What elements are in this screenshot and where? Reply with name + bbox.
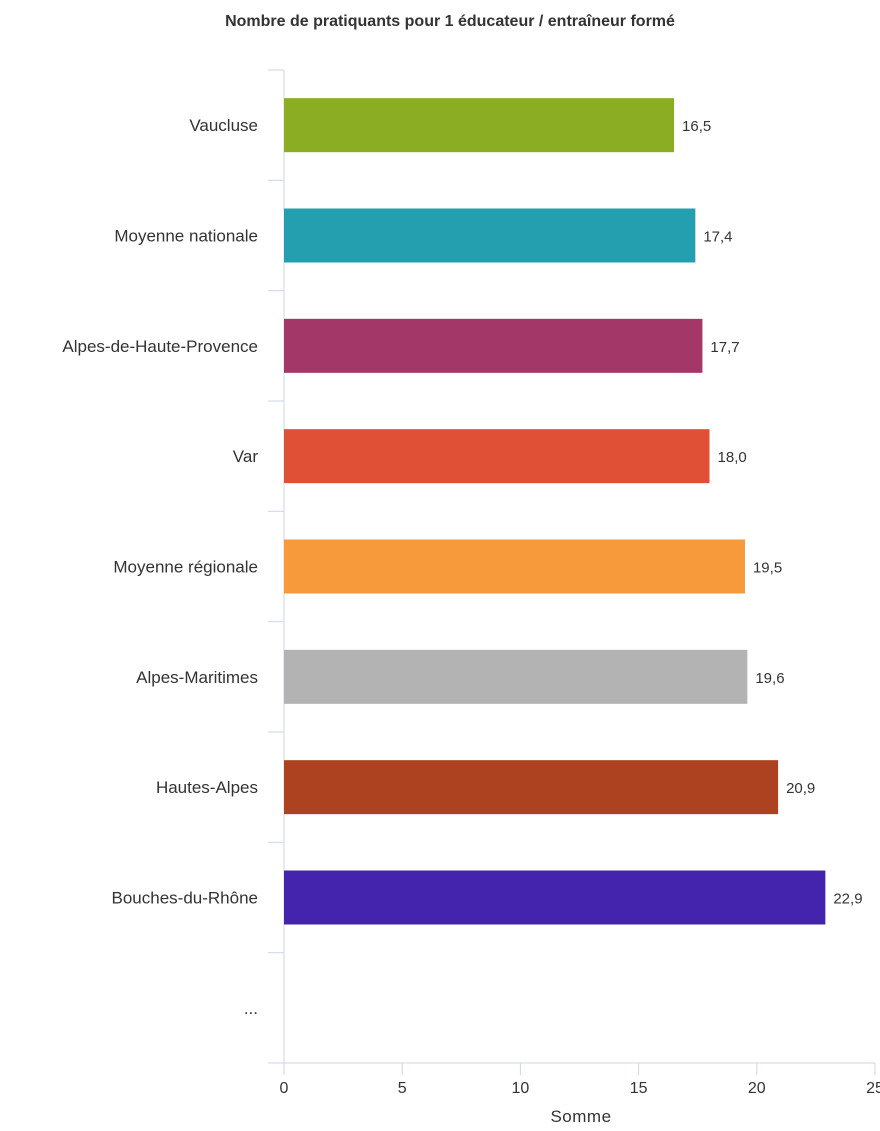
- bar[interactable]: [284, 539, 745, 594]
- bar[interactable]: [284, 870, 826, 925]
- x-axis-title: Somme: [550, 1107, 611, 1126]
- bar[interactable]: [284, 649, 748, 704]
- x-axis: 0 5 10 15 20 25: [268, 1062, 880, 1097]
- x-tick-label: 25: [866, 1080, 880, 1097]
- category-label: Bouches-du-Rhône: [112, 889, 258, 908]
- x-tick-label: 5: [398, 1080, 407, 1097]
- bar-value-label: 17,4: [703, 229, 732, 246]
- chart-title: Nombre de pratiquants pour 1 éducateur /…: [225, 13, 675, 30]
- x-tick-label: 10: [512, 1080, 530, 1097]
- bar-value-label: 16,5: [682, 118, 711, 135]
- bar[interactable]: [284, 429, 710, 484]
- category-label: Moyenne nationale: [114, 227, 258, 246]
- bar[interactable]: [284, 760, 779, 815]
- y-axis: Vaucluse Moyenne nationale Alpes-de-Haute-…: [62, 69, 285, 1064]
- category-label: Var: [233, 447, 259, 466]
- x-tick-label: 0: [280, 1080, 289, 1097]
- category-label: Hautes-Alpes: [156, 778, 258, 797]
- category-label: Alpes-de-Haute-Provence: [62, 337, 258, 356]
- category-label: Vaucluse: [189, 116, 258, 135]
- bar[interactable]: [284, 208, 696, 263]
- category-label: Moyenne régionale: [113, 558, 258, 577]
- category-label: Alpes-Maritimes: [136, 668, 258, 687]
- bar-value-label: 22,9: [833, 891, 862, 908]
- bar-value-label: 17,7: [710, 339, 739, 356]
- bar-value-label: 19,5: [753, 560, 782, 577]
- bar-value-label: 20,9: [786, 780, 815, 797]
- bar[interactable]: [284, 318, 703, 373]
- bar[interactable]: [284, 98, 675, 153]
- x-tick-label: 20: [748, 1080, 766, 1097]
- bar-value-label: 19,6: [755, 670, 784, 687]
- category-label: ...: [244, 999, 258, 1018]
- x-tick-label: 15: [630, 1080, 648, 1097]
- bar-value-label: 18,0: [718, 449, 747, 466]
- bars: 16,5 17,4 17,7 18,0 19,5 19,6 20,9 22,9: [284, 98, 863, 925]
